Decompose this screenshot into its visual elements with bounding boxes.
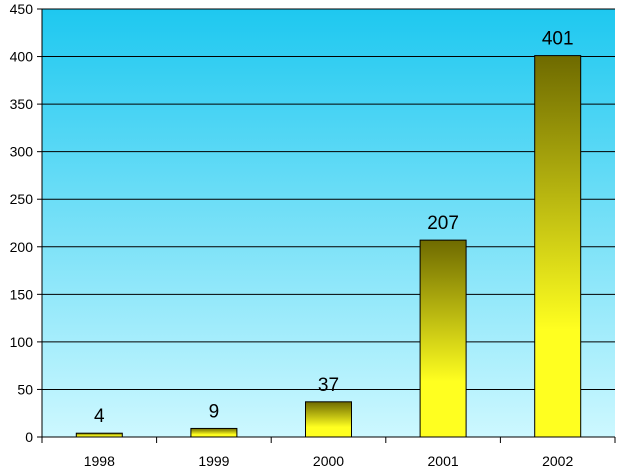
x-tick-label: 1999 — [198, 453, 229, 469]
bars — [75, 55, 582, 438]
bar-2001 — [419, 239, 467, 438]
x-tick-label: 1998 — [84, 453, 115, 469]
x-axis: 1998 1999 2000 2001 2002 — [41, 436, 616, 469]
x-tick-label: 2000 — [313, 453, 344, 469]
y-tick-label: 450 — [10, 1, 34, 17]
bar-1998 — [75, 432, 123, 438]
y-tick-label: 350 — [10, 96, 34, 112]
data-label: 401 — [542, 29, 574, 50]
y-tick-label: 100 — [10, 334, 34, 350]
bar-1999 — [190, 427, 238, 438]
gridlines — [42, 8, 615, 390]
data-label: 37 — [318, 375, 339, 396]
data-label: 4 — [94, 406, 105, 427]
data-label: 207 — [427, 213, 459, 234]
y-tick-label: 0 — [25, 429, 33, 445]
plot-area-background — [42, 9, 615, 437]
y-tick-label: 250 — [10, 191, 34, 207]
data-labels: 4 9 37 207 401 — [94, 29, 574, 428]
data-label: 9 — [209, 401, 220, 422]
y-tick-label: 300 — [10, 144, 34, 160]
bar-2002 — [534, 55, 582, 438]
x-tick-label: 2001 — [428, 453, 459, 469]
y-tick-label: 150 — [10, 286, 34, 302]
bar-2000 — [305, 401, 352, 438]
y-axis: 0 50 100 150 200 250 300 350 400 450 — [10, 1, 43, 445]
y-tick-label: 50 — [17, 381, 33, 397]
y-tick-label: 200 — [10, 239, 34, 255]
x-tick-label: 2002 — [542, 453, 573, 469]
y-tick-label: 400 — [10, 49, 34, 65]
